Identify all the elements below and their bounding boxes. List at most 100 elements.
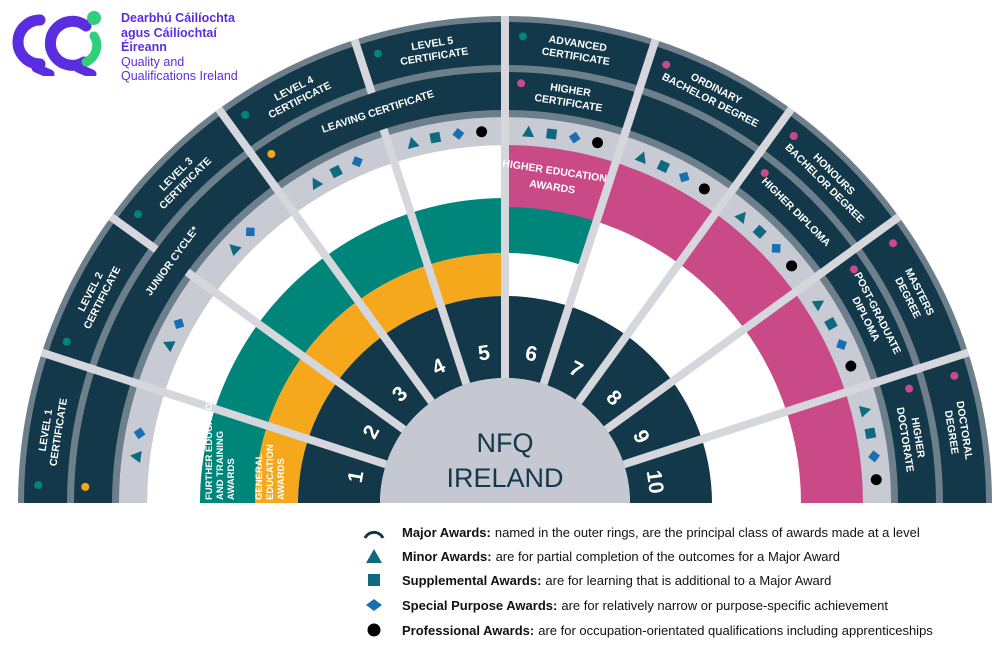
major-award-outer-segment-level-4 (222, 45, 370, 149)
legend-text: named in the outer rings, are the princi… (494, 524, 920, 540)
level-divider-spoke (913, 348, 970, 374)
square-shape (546, 128, 558, 140)
diamond-icon (452, 127, 465, 140)
circle-icon (592, 137, 604, 149)
legend-professional-awards: Professional Awards: are for occupation-o… (360, 620, 933, 640)
square-shape (752, 224, 767, 239)
major-award-outer-segment-level-3 (115, 113, 248, 246)
logo-line-english-2: Qualifications Ireland (121, 69, 238, 83)
nfq-levels-ring (298, 296, 712, 503)
level-divider-spoke (622, 377, 881, 469)
pink-dot-icon (760, 168, 769, 177)
qqi-logo: Dearbhú Cáilíochta agus Cáilíochtaí Éire… (6, 6, 266, 83)
logo-line-irish-1: Dearbhú Cáilíochta (121, 11, 235, 25)
triangle-icon (858, 405, 872, 418)
triangle-shape (634, 151, 646, 164)
green-dot-icon (241, 110, 250, 119)
major-award-outer-segment-level-10 (921, 354, 986, 503)
circle-icon (360, 620, 388, 640)
band-label-text: AND TRAINING (215, 431, 226, 500)
diamond-shape (568, 131, 581, 144)
center-title-nfq: NFQ (477, 428, 534, 458)
triangle-icon (360, 546, 388, 566)
triangle-shape (811, 300, 825, 312)
major-award-inner-segment-2 (251, 72, 505, 186)
level-divider-spoke (755, 106, 795, 157)
legend-supplemental-awards: Supplemental Awards: are for learning tha… (360, 570, 831, 590)
triangle-shape (162, 341, 176, 353)
green-dot-icon (518, 32, 527, 41)
major-award-inner-segment-1 (95, 154, 275, 382)
band-label-text: AWARDS (226, 458, 237, 500)
triangle-icon (312, 177, 324, 191)
circle-shape (870, 474, 882, 486)
legend-title: Minor Awards: (402, 548, 492, 564)
square-shape (824, 316, 838, 331)
level-divider-spoke (184, 268, 407, 433)
square-icon (656, 159, 671, 174)
qqi-logo-mark (12, 11, 102, 79)
legend-text: are for occupation-orientated qualificat… (538, 622, 933, 638)
level-divider-spoke (620, 85, 645, 138)
triangle-shape (129, 451, 142, 463)
square-shape (429, 131, 442, 144)
triangle-icon (634, 151, 646, 164)
pink-dot-icon (789, 132, 798, 141)
triangle-shape (312, 177, 324, 191)
level-divider-spoke (87, 363, 140, 388)
pink-dot-icon (662, 60, 671, 69)
pink-dot-icon (889, 239, 898, 248)
circle-shape (698, 183, 710, 195)
diamond-shape (173, 318, 185, 330)
level-divider-spoke (108, 213, 159, 253)
major-award-outer-segment-level-6 (505, 22, 654, 87)
diamond-icon (836, 339, 848, 351)
legend-title: Special Purpose Awards: (402, 597, 558, 613)
diamond-shape (351, 156, 363, 168)
further-education-awards-band (200, 198, 600, 503)
square-shape (864, 427, 877, 440)
level-divider-spoke (603, 268, 826, 433)
level-number-6-text: 6 (523, 342, 539, 367)
nfq-fan-diagram: FURTHER EDUCATION AND TRAINING AWARDS GENER… (18, 16, 992, 503)
diamond-icon (771, 243, 781, 253)
orange-dot-icon (81, 482, 90, 491)
diamond-shape (836, 339, 848, 351)
diamond-shape (452, 127, 465, 140)
major-award-outer-segment-level-8 (762, 113, 895, 246)
legend-major-awards: Major Awards: named in the outer rings, a… (360, 522, 920, 542)
circle-shape (476, 126, 488, 138)
diamond-icon (173, 318, 185, 330)
major-award-inner-segment-0 (74, 369, 132, 503)
center-title-ireland: IRELAND (446, 463, 563, 493)
further-education-awards-label: FURTHER EDUCATION AND TRAINING AWARDS (204, 396, 237, 500)
triangle-shape (522, 125, 535, 138)
level-number-1-text: 1 (344, 469, 369, 485)
level-divider-spoke (814, 242, 862, 280)
general-education-awards-label: GENERAL EDUCATION AWARDS (254, 444, 287, 500)
level-divider-spoke (575, 182, 740, 405)
pink-dot-icon (905, 384, 914, 393)
major-award-outer-segment-level-5 (356, 22, 505, 87)
legend-title: Professional Awards: (402, 622, 535, 638)
level-divider-spoke (215, 106, 255, 157)
diamond-shape (133, 427, 146, 440)
circle-shape (786, 260, 798, 272)
major-award-outer-segment-level-2 (47, 220, 151, 368)
level-number-10: 10 (642, 469, 668, 495)
circle-icon (845, 360, 857, 372)
major-award-arc-icon (360, 522, 388, 542)
square-icon (360, 570, 388, 590)
circle-icon (476, 126, 488, 138)
major-award-inner-segment-4 (626, 93, 759, 186)
triangle-icon (229, 244, 242, 257)
nfq-ireland-center (380, 378, 630, 503)
triangle-icon (734, 211, 746, 225)
legend-title: Major Awards: (402, 524, 491, 540)
major-award-inner-segment-6 (822, 249, 915, 382)
diamond-icon (678, 171, 690, 183)
higher-education-awards-band (505, 145, 863, 503)
green-dot-icon (34, 481, 43, 490)
band-label-text: EDUCATION (265, 444, 276, 500)
square-icon (429, 131, 442, 144)
